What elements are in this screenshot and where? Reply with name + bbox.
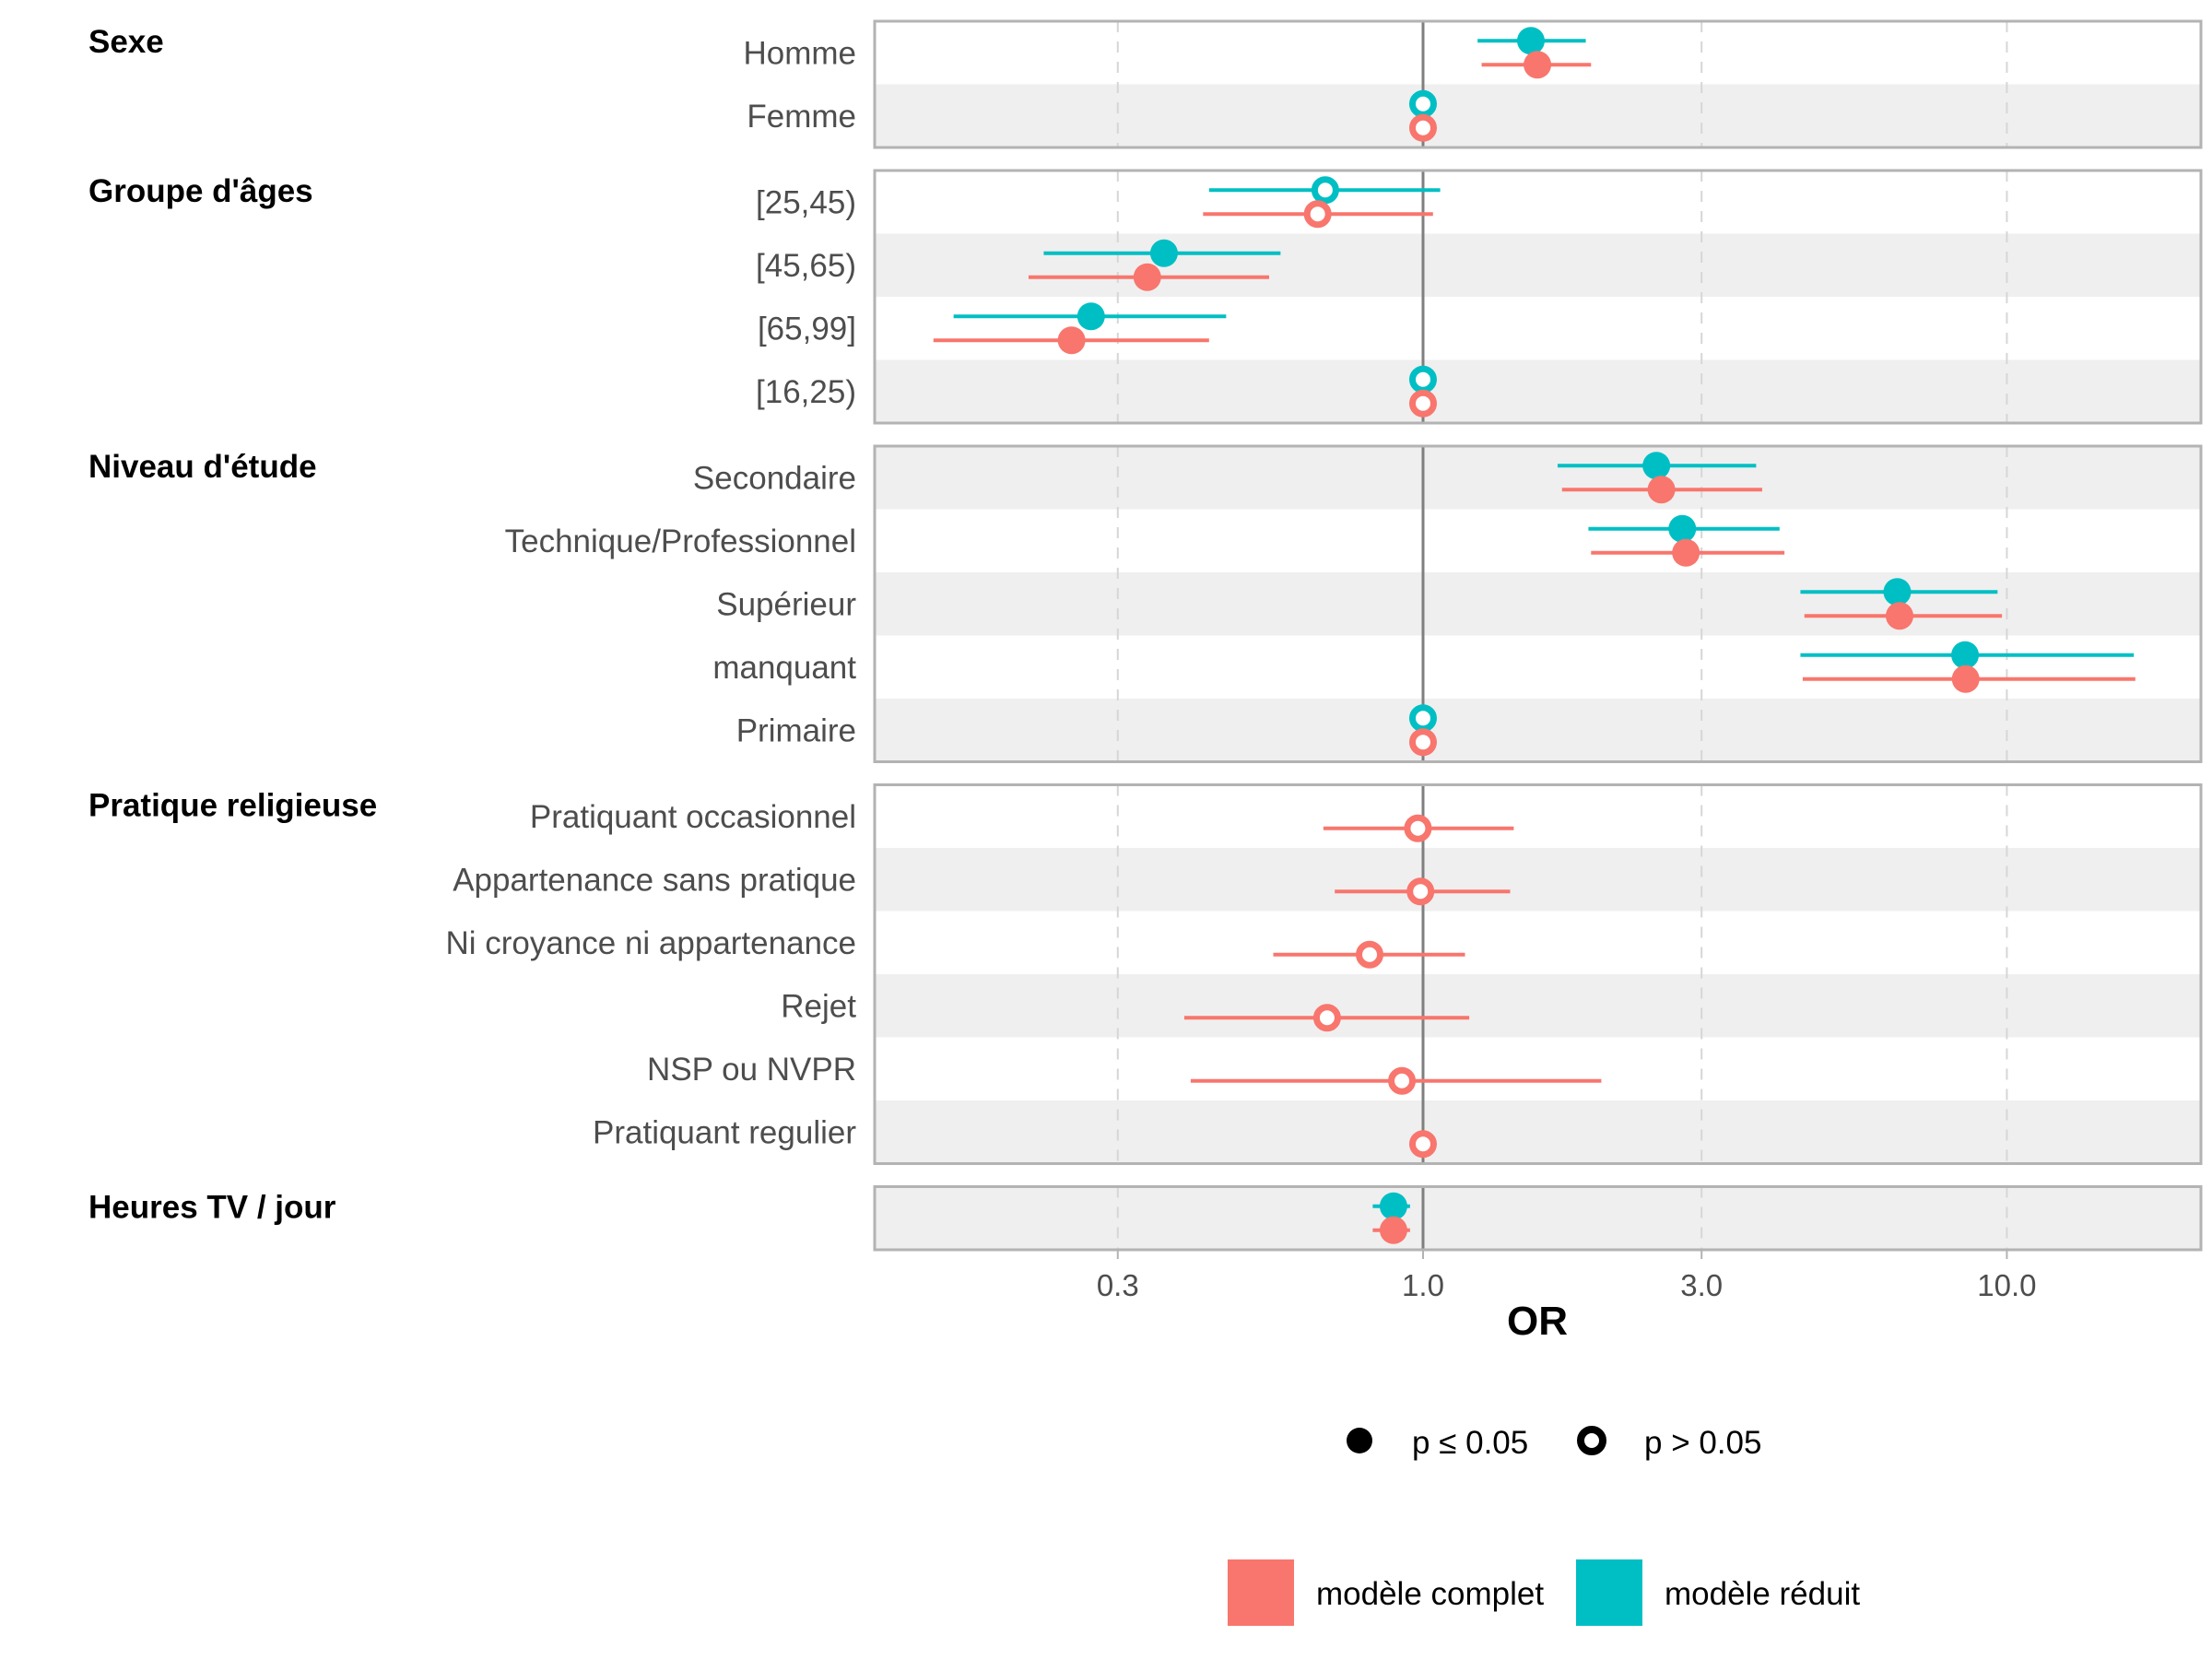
point-complet <box>1303 200 1332 229</box>
point-reduit <box>1408 365 1437 394</box>
row-label: Appartenance sans pratique <box>453 862 856 898</box>
row-band <box>875 233 2201 297</box>
row-band <box>875 911 2201 974</box>
point-reduit <box>1668 514 1697 543</box>
legend-swatch-reduit <box>1576 1559 1642 1626</box>
x-tick-label: 0.3 <box>1097 1268 1139 1302</box>
x-tick-label: 10.0 <box>1977 1268 2036 1302</box>
group-label: Pratique religieuse <box>88 788 377 824</box>
point-complet <box>1647 476 1676 504</box>
point-reduit <box>1311 176 1339 205</box>
panel-1 <box>873 169 2203 425</box>
panel-border <box>873 169 2203 425</box>
row-label: [16,25) <box>756 374 856 410</box>
row-band <box>875 359 2201 423</box>
x-axis: 0.3 1.0 3.0 10.0 <box>1097 1250 2037 1302</box>
row-band <box>875 84 2201 147</box>
legend-label-ns: p > 0.05 <box>1644 1425 1761 1461</box>
row-band <box>875 1037 2201 1100</box>
legend-swatch-complet <box>1228 1559 1294 1626</box>
x-tick-label: 1.0 <box>1402 1268 1444 1302</box>
point-complet <box>1408 113 1437 142</box>
row-band <box>875 974 2201 1038</box>
row-label: Primaire <box>736 712 856 748</box>
point-complet <box>1406 877 1435 906</box>
row-band <box>875 699 2201 762</box>
row-labels: Sexe Homme Femme Groupe d'âges [25,45) [45,65… <box>88 24 856 1226</box>
panel-2 <box>873 444 2203 763</box>
row-label: [45,65) <box>756 248 856 284</box>
legend-label-complet: modèle complet <box>1316 1576 1544 1612</box>
row-label: Technique/Professionnel <box>505 524 856 559</box>
panel-3 <box>873 783 2203 1165</box>
point-reduit <box>1408 89 1437 118</box>
point-reduit <box>1883 578 1912 606</box>
panel-border <box>873 444 2203 763</box>
row-band <box>875 171 2201 234</box>
row-label: Supérieur <box>716 586 856 622</box>
row-band <box>875 784 2201 848</box>
group-label: Groupe d'âges <box>88 173 313 209</box>
point-complet <box>1057 326 1086 355</box>
row-label: Pratiquant occasionnel <box>530 799 856 835</box>
point-complet <box>1408 389 1437 418</box>
point-complet <box>1408 1130 1437 1159</box>
panels <box>873 19 2203 1252</box>
group-label: Sexe <box>88 24 164 60</box>
group-label: Heures TV / jour <box>88 1190 336 1226</box>
panel-4 <box>873 1185 2203 1252</box>
point-complet <box>1388 1066 1417 1095</box>
x-axis-title: OR <box>1507 1299 1568 1344</box>
row-band <box>875 1100 2201 1164</box>
panel-0 <box>873 19 2203 149</box>
legend-filled-circle-icon <box>1347 1428 1372 1453</box>
row-label: Ni croyance ni appartenance <box>445 925 856 961</box>
row-band <box>875 1186 2201 1250</box>
x-tick-label: 3.0 <box>1680 1268 1723 1302</box>
point-reduit <box>1149 239 1178 267</box>
point-reduit <box>1642 452 1671 480</box>
row-band <box>875 635 2201 699</box>
panel-border <box>873 1185 2203 1252</box>
row-label: NSP ou NVPR <box>647 1052 856 1088</box>
point-reduit <box>1951 641 1980 669</box>
row-label: Secondaire <box>693 460 856 496</box>
row-label: Femme <box>747 99 856 135</box>
legend-open-circle-icon <box>1577 1426 1606 1455</box>
point-complet <box>1133 263 1161 291</box>
point-reduit <box>1077 302 1105 331</box>
group-label: Niveau d'étude <box>88 449 317 485</box>
legend-label-reduit: modèle réduit <box>1665 1576 1860 1612</box>
row-band <box>875 509 2201 572</box>
point-complet <box>1404 814 1432 842</box>
row-label: Pratiquant regulier <box>593 1114 856 1150</box>
color-legend: modèle complet modèle réduit <box>1228 1559 1860 1626</box>
legend-label-sig: p ≤ 0.05 <box>1412 1425 1528 1461</box>
row-label: Rejet <box>781 988 856 1024</box>
row-label: Homme <box>743 35 856 71</box>
point-complet <box>1951 665 1980 693</box>
row-band <box>875 572 2201 636</box>
point-complet <box>1886 602 1914 630</box>
point-complet <box>1312 1004 1341 1032</box>
point-complet <box>1524 51 1552 79</box>
point-complet <box>1356 940 1384 969</box>
panel-border <box>873 19 2203 149</box>
point-complet <box>1408 728 1437 757</box>
row-label: manquant <box>712 650 856 686</box>
point-complet <box>1672 538 1700 567</box>
shape-legend: p ≤ 0.05 p > 0.05 <box>1347 1425 1761 1461</box>
row-label: [25,45) <box>756 184 856 220</box>
point-reduit <box>1408 704 1437 733</box>
row-label: [65,99] <box>758 311 856 347</box>
row-band <box>875 446 2201 510</box>
point-reduit <box>1379 1192 1407 1220</box>
panel-border <box>873 783 2203 1165</box>
point-complet <box>1379 1216 1407 1244</box>
row-band <box>875 848 2201 912</box>
point-reduit <box>1516 27 1545 55</box>
